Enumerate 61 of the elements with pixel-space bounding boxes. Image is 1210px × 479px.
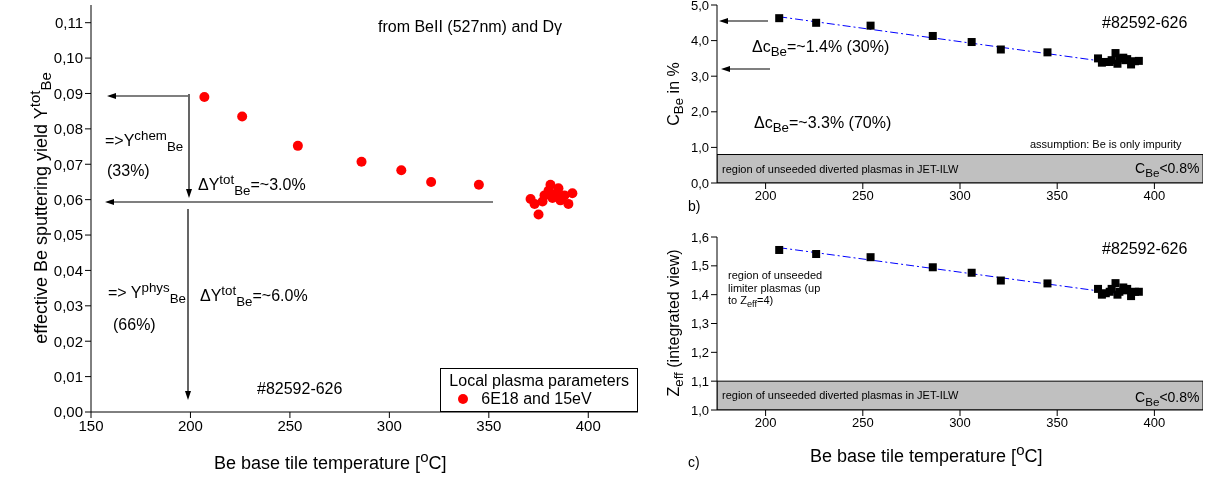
legend-title: Local plasma parameters — [449, 372, 629, 390]
y-tick-label: 0,09 — [53, 84, 83, 102]
y-tick-label: 0,04 — [53, 261, 83, 279]
annotation: region of unseeded limiter plasmas (up to Z$_{eff}$=4) — [728, 269, 824, 311]
y-tick-label: 0,01 — [53, 367, 83, 385]
y-tick-label: 3,0 — [690, 68, 709, 84]
annotation: #82592-626 — [257, 380, 343, 399]
y-tick-label: 0,0 — [690, 175, 709, 191]
x-tick-label: 350 — [1046, 188, 1069, 204]
y-tick-label: 1,3 — [690, 316, 709, 332]
x-tick-label: 200 — [177, 416, 203, 434]
text: c) — [688, 454, 700, 471]
x-tick-label: 250 — [277, 416, 303, 434]
x-tick-label: 350 — [1046, 415, 1069, 431]
y-tick-label: 0,03 — [53, 297, 83, 315]
x-tick-label: 350 — [476, 416, 502, 434]
annotation: (33%) — [107, 162, 150, 181]
annotation: Δc$_{Be}$=~1.4% (30%) — [752, 38, 890, 60]
annotation: #82592-626 — [1102, 14, 1188, 33]
annotation: (66%) — [113, 316, 156, 335]
x-tick-label: 250 — [851, 415, 874, 431]
annotation: #82592-626 — [1102, 240, 1188, 259]
y-tick-label: 5,0 — [690, 0, 709, 13]
x-tick-label: 400 — [1143, 188, 1166, 204]
annotation: assumption: Be is only impurity — [1030, 138, 1182, 151]
annotation: ΔY$^{tot}$$_{Be}$=~3.0% — [198, 172, 306, 198]
y-tick-label: 2,0 — [690, 104, 709, 120]
band-label: region of unseeded diverted plasmas in JET-ILW — [722, 389, 960, 402]
y-tick-label: 4,0 — [690, 33, 709, 49]
y-tick-label: 0,08 — [53, 120, 83, 138]
x-tick-label: 300 — [376, 416, 402, 434]
x-axis-title: Be base tile temperature [$^{o}$C] — [214, 448, 448, 474]
band-label: region of unseeded diverted plasmas in JET-ILW — [722, 162, 960, 175]
annotation: Δc$_{Be}$=~3.3% (70%) — [754, 114, 892, 136]
y-tick-label: 1,0 — [690, 140, 709, 156]
y-tick-label: 1,5 — [690, 258, 709, 274]
x-tick-label: 250 — [851, 188, 874, 204]
y-tick-label: 0,11 — [54, 14, 83, 32]
y-tick-label: 1,0 — [690, 402, 709, 418]
annotation: C$_{Be}$<0.8% — [1135, 160, 1200, 180]
y-tick-label: 0,10 — [53, 49, 83, 67]
y-tick-label: 0,07 — [53, 155, 83, 173]
text: b) — [688, 198, 701, 215]
x-tick-label: 400 — [575, 416, 601, 434]
y-tick-label: 0,06 — [53, 190, 83, 208]
x-tick-label: 200 — [754, 415, 777, 431]
y-tick-label: 1,1 — [690, 373, 709, 389]
x-tick-label: 400 — [1143, 415, 1166, 431]
y-tick-label: 1,4 — [690, 287, 709, 303]
annotation: from BeII (527nm) and Dγ — [378, 18, 563, 37]
x-axis-title: Be base tile temperature [$^{o}$C] — [810, 441, 1044, 467]
y-tick-label: 1,6 — [690, 229, 709, 245]
annotation: C$_{Be}$<0.8% — [1135, 389, 1200, 409]
y-tick-label: 1,2 — [690, 344, 709, 360]
annotation: ΔY$^{tot}$$_{Be}$=~6.0% — [200, 283, 308, 309]
y-tick-label: 0,05 — [53, 226, 83, 244]
legend-label: 6E18 and 15eV — [481, 390, 592, 408]
x-tick-label: 300 — [949, 415, 971, 431]
x-tick-label: 200 — [754, 188, 777, 204]
y-tick-label: 0,02 — [53, 332, 83, 350]
x-tick-label: 300 — [949, 188, 971, 204]
